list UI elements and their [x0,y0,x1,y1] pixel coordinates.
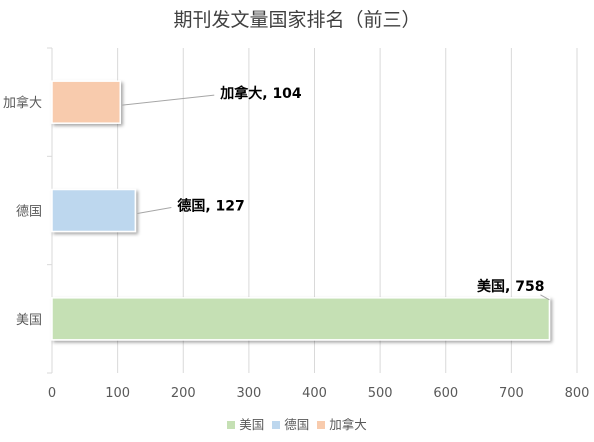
leader-line [137,207,172,214]
legend-swatch [227,421,236,429]
bar-1 [51,297,551,341]
legend-label: 美国 [239,417,265,432]
data-label: 德国, 127 [177,198,244,215]
bar-3 [51,80,121,124]
legend-label: 德国 [284,417,310,432]
x-tick-label: 200 [171,386,196,401]
leader-line [122,94,215,106]
category-label: 加拿大 [3,95,42,111]
x-tick-label: 700 [499,386,524,401]
category-label: 德国 [16,205,42,220]
legend-swatch [317,421,326,429]
legend-label: 加拿大 [329,417,367,432]
x-tick-label: 400 [302,386,327,401]
x-tick-label: 300 [236,386,261,401]
chart-title: 期刊发文量国家排名（前三） [173,9,421,31]
chart-legend: 美国 德国 加拿大 [0,414,594,433]
legend-item: 美国 [227,414,264,433]
x-tick-label: 0 [48,386,56,401]
x-tick-label: 600 [433,386,458,401]
leader-line [540,294,550,301]
x-tick-label: 500 [368,386,393,401]
legend-swatch [272,421,281,429]
category-label: 美国 [16,313,42,328]
x-tick-label: 100 [105,386,130,401]
data-label: 加拿大, 104 [219,85,302,102]
bar-2 [51,188,137,233]
data-label: 美国, 758 [477,278,544,295]
x-tick-label: 800 [565,386,590,401]
legend-item: 德国 [272,414,309,433]
legend-item: 加拿大 [317,414,367,433]
